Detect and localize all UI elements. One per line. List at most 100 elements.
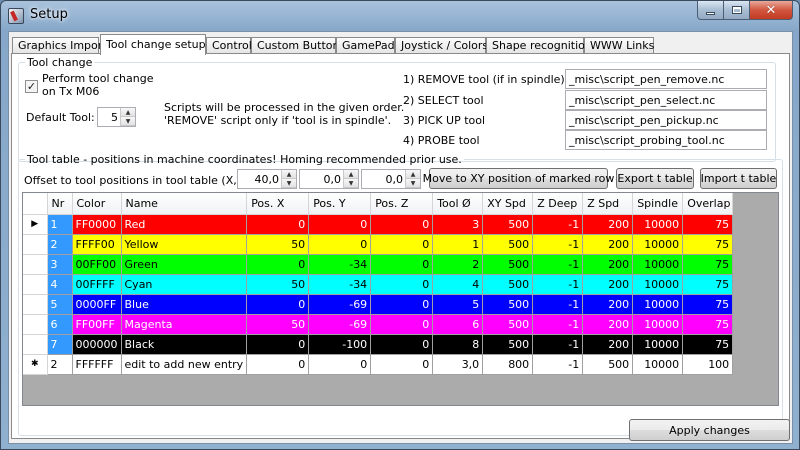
cell-z-speed[interactable]: 200 <box>582 334 634 355</box>
cell-pos-y[interactable]: -34 <box>308 274 372 295</box>
cell-pos-z[interactable]: 0 <box>370 294 434 315</box>
perform-tool-change-checkbox[interactable]: ✓ <box>25 80 38 93</box>
title-bar[interactable]: Setup ✕ <box>1 1 799 31</box>
cell-tool-diameter[interactable]: 5 <box>432 294 484 315</box>
offset-z-arrows[interactable]: ▲ ▼ <box>405 170 420 188</box>
cell-pos-z[interactable]: 0 <box>370 334 434 355</box>
row-header[interactable] <box>23 334 48 355</box>
cell-xy-speed[interactable]: 500 <box>482 294 534 315</box>
cell-z-deep[interactable]: -1 <box>532 294 584 315</box>
column-header-z-speed[interactable]: Z Spd <box>582 193 634 215</box>
cell-color[interactable]: FF00FF <box>72 314 122 335</box>
offset-x-spinner[interactable]: 40,0 ▲ ▼ <box>237 169 297 189</box>
cell-tool-diameter[interactable]: 3 <box>432 214 484 235</box>
cell-pos-z[interactable]: 0 <box>370 234 434 255</box>
cell-pos-x[interactable]: 50 <box>246 234 310 255</box>
cell-nr[interactable]: 1 <box>47 214 73 235</box>
cell-z-deep[interactable]: -1 <box>532 314 584 335</box>
cell-tool-diameter[interactable]: 2 <box>432 254 484 275</box>
probe-script-input[interactable]: _misc\script_probing_tool.nc <box>565 130 767 150</box>
minimize-button[interactable] <box>697 1 724 20</box>
cell-overlap[interactable]: 75 <box>682 334 734 355</box>
row-header[interactable] <box>23 314 48 335</box>
cell-color[interactable]: FF0000 <box>72 214 122 235</box>
cell-overlap[interactable]: 75 <box>682 294 734 315</box>
cell-z-deep[interactable]: -1 <box>532 334 584 355</box>
row-header[interactable] <box>23 234 48 255</box>
table-row[interactable]: 2 FFFF00 Yellow 50 0 0 1 500 -1 200 10000 75 <box>23 234 734 255</box>
select-script-input[interactable]: _misc\script_pen_select.nc <box>565 90 767 110</box>
cell-pos-x[interactable]: 0 <box>246 254 310 275</box>
cell-z-deep[interactable]: -1 <box>532 354 584 375</box>
row-header[interactable] <box>23 294 48 315</box>
cell-name[interactable]: Black <box>121 334 248 355</box>
apply-changes-button[interactable]: Apply changes <box>629 419 790 441</box>
close-button[interactable]: ✕ <box>750 1 793 20</box>
cell-spindle[interactable]: 10000 <box>632 314 684 335</box>
cell-xy-speed[interactable]: 500 <box>482 214 534 235</box>
tab-www-links[interactable]: WWW Links <box>584 37 654 54</box>
row-header[interactable]: ✱ <box>23 354 48 375</box>
cell-spindle[interactable]: 10000 <box>632 274 684 295</box>
cell-spindle[interactable]: 10000 <box>632 254 684 275</box>
column-header-tool-diameter[interactable]: Tool Ø <box>432 193 484 215</box>
cell-name[interactable]: Cyan <box>121 274 248 295</box>
cell-spindle[interactable]: 10000 <box>632 334 684 355</box>
cell-nr[interactable]: 7 <box>47 334 73 355</box>
cell-z-speed[interactable]: 200 <box>582 294 634 315</box>
cell-color[interactable]: FFFF00 <box>72 234 122 255</box>
cell-overlap[interactable]: 75 <box>682 254 734 275</box>
cell-name[interactable]: Green <box>121 254 248 275</box>
import-tool-table-button[interactable]: Import t table <box>700 168 777 189</box>
cell-color[interactable]: 00FF00 <box>72 254 122 275</box>
pickup-script-input[interactable]: _misc\script_pen_pickup.nc <box>565 110 767 130</box>
cell-overlap[interactable]: 75 <box>682 314 734 335</box>
cell-xy-speed[interactable]: 500 <box>482 274 534 295</box>
cell-pos-z[interactable]: 0 <box>370 354 434 375</box>
cell-overlap[interactable]: 75 <box>682 274 734 295</box>
cell-overlap[interactable]: 100 <box>682 354 734 375</box>
cell-z-deep[interactable]: -1 <box>532 234 584 255</box>
cell-nr[interactable]: 4 <box>47 274 73 295</box>
cell-xy-speed[interactable]: 500 <box>482 234 534 255</box>
cell-pos-z[interactable]: 0 <box>370 274 434 295</box>
column-header-z-deep[interactable]: Z Deep <box>532 193 584 215</box>
tab-tool-change-setup[interactable]: Tool change setup <box>100 34 206 55</box>
spin-down-icon[interactable]: ▼ <box>344 179 358 188</box>
cell-z-speed[interactable]: 200 <box>582 234 634 255</box>
cell-z-deep[interactable]: -1 <box>532 274 584 295</box>
row-header-corner[interactable] <box>23 193 48 215</box>
cell-pos-y[interactable]: -69 <box>308 294 372 315</box>
cell-pos-x[interactable]: 0 <box>246 214 310 235</box>
offset-z-spinner[interactable]: 0,0 ▲ ▼ <box>361 169 421 189</box>
cell-pos-x[interactable]: 0 <box>246 354 310 375</box>
cell-pos-y[interactable]: 0 <box>308 214 372 235</box>
cell-color[interactable]: 000000 <box>72 334 122 355</box>
maximize-button[interactable] <box>724 1 750 20</box>
cell-color[interactable]: 0000FF <box>72 294 122 315</box>
spin-down-icon[interactable]: ▼ <box>282 179 296 188</box>
row-header[interactable] <box>23 254 48 275</box>
cell-spindle[interactable]: 10000 <box>632 354 684 375</box>
cell-xy-speed[interactable]: 500 <box>482 254 534 275</box>
cell-pos-x[interactable]: 0 <box>246 334 310 355</box>
cell-color[interactable]: 00FFFF <box>72 274 122 295</box>
cell-color[interactable]: FFFFFF <box>72 354 122 375</box>
cell-pos-y[interactable]: 0 <box>308 354 372 375</box>
cell-pos-z[interactable]: 0 <box>370 214 434 235</box>
cell-pos-y[interactable]: -69 <box>308 314 372 335</box>
table-row[interactable]: 7 000000 Black 0 -100 0 8 500 -1 200 10000 75 <box>23 334 734 355</box>
spin-down-icon[interactable]: ▼ <box>121 117 135 126</box>
table-row[interactable]: 5 0000FF Blue 0 -69 0 5 500 -1 200 10000 75 <box>23 294 734 315</box>
cell-pos-x[interactable]: 50 <box>246 314 310 335</box>
offset-y-arrows[interactable]: ▲ ▼ <box>343 170 358 188</box>
export-tool-table-button[interactable]: Export t table <box>616 168 694 189</box>
default-tool-spinner[interactable]: 5 ▲ ▼ <box>97 107 136 127</box>
column-header-nr[interactable]: Nr <box>47 193 73 215</box>
cell-tool-diameter[interactable]: 8 <box>432 334 484 355</box>
cell-pos-x[interactable]: 0 <box>246 294 310 315</box>
column-header-pos-y[interactable]: Pos. Y <box>308 193 372 215</box>
row-header[interactable]: ▶ <box>23 214 48 235</box>
default-tool-arrows[interactable]: ▲ ▼ <box>120 108 135 126</box>
cell-pos-x[interactable]: 50 <box>246 274 310 295</box>
